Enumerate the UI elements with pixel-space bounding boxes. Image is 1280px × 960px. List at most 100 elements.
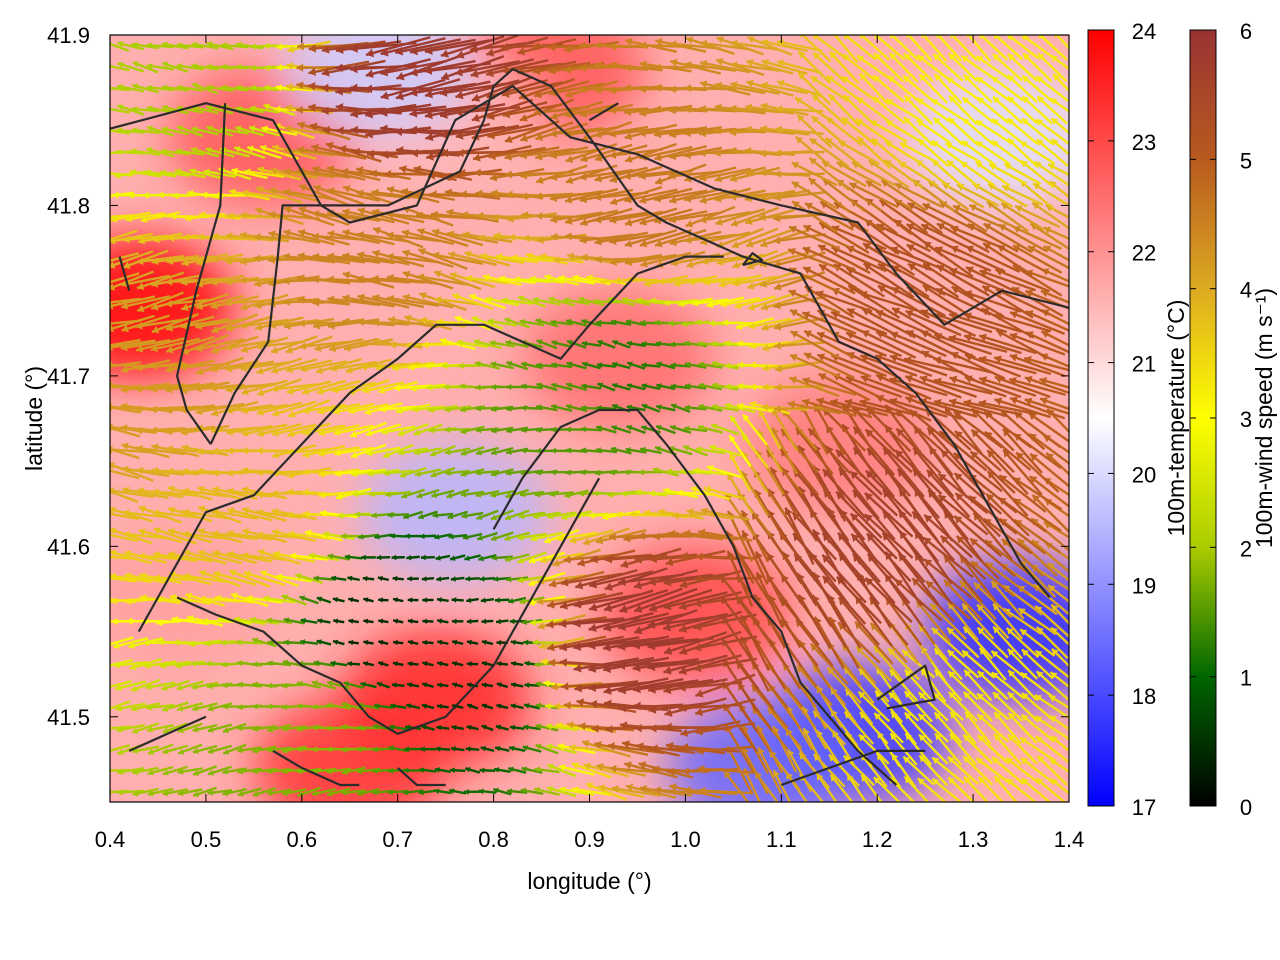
wind-arrow-shaft <box>596 764 647 777</box>
wind-arrow <box>977 734 1009 764</box>
wind-arrow-head <box>290 552 297 560</box>
wind-arrow-head <box>296 746 302 753</box>
wind-arrow-shaft <box>647 678 714 692</box>
wind-arrow <box>508 745 526 753</box>
wind-arrow <box>860 774 883 802</box>
wind-arrow-head <box>667 767 675 776</box>
wind-arrow-head <box>1018 608 1026 616</box>
wind-arrow <box>662 612 728 632</box>
wind-arrow <box>632 679 699 694</box>
wind-arrow-shaft <box>182 532 228 540</box>
wind-arrow-head <box>466 682 472 688</box>
wind-arrow-head <box>1020 737 1028 745</box>
wind-arrow-shaft <box>167 552 213 563</box>
wind-arrow-head <box>493 576 499 582</box>
wind-arrow <box>632 638 700 650</box>
wind-arrow-head <box>237 725 243 732</box>
wind-arrow <box>276 573 312 583</box>
wind-arrow-head <box>237 790 244 797</box>
wind-arrow-head <box>420 554 426 561</box>
wind-arrow-head <box>1036 671 1044 679</box>
wind-arrow <box>233 616 266 626</box>
wind-arrow-shaft <box>663 654 728 674</box>
wind-arrow <box>167 551 213 563</box>
wind-arrow-head <box>223 748 230 755</box>
wind-arrow-head <box>299 595 306 602</box>
wind-arrow-head <box>171 616 178 624</box>
wind-arrow <box>348 597 360 603</box>
wind-arrow-head <box>437 661 443 667</box>
wind-arrow <box>392 639 404 646</box>
wind-arrow-shaft <box>875 667 902 704</box>
wind-arrow-shaft <box>1049 758 1069 774</box>
wind-arrow <box>858 733 890 765</box>
wind-arrow-head <box>420 746 425 752</box>
wind-arrow-head <box>904 712 912 720</box>
wind-arrow <box>420 554 435 561</box>
wind-arrow-shaft <box>855 645 893 682</box>
wind-arrow-shaft <box>168 572 212 586</box>
wind-arrow <box>361 554 376 561</box>
wind-arrow-shaft <box>1007 691 1038 722</box>
wind-arrow-head <box>977 714 985 721</box>
wind-arrow <box>969 537 1017 578</box>
wind-arrow-head <box>451 597 457 603</box>
wind-arrow-head <box>374 533 380 540</box>
wind-arrow-head <box>1047 563 1055 571</box>
wind-arrow-shaft <box>857 690 890 723</box>
wind-arrow-shaft <box>110 574 152 584</box>
wind-arrow-shaft <box>559 591 624 609</box>
wind-arrow <box>829 774 854 802</box>
wind-arrow <box>620 547 682 569</box>
wind-arrow <box>962 691 993 722</box>
wind-arrow <box>451 618 464 625</box>
wind-arrow <box>147 787 174 797</box>
wind-arrow-head <box>609 764 617 773</box>
wind-arrow-head <box>1034 695 1042 702</box>
wind-arrow-head <box>407 639 413 646</box>
wind-arrow-head <box>1006 778 1014 786</box>
wind-arrow <box>112 637 149 649</box>
wind-arrow-head <box>604 582 613 591</box>
wind-arrow-head <box>201 617 208 625</box>
wind-arrow <box>378 618 389 624</box>
wind-arrow-shaft <box>976 603 1010 639</box>
wind-arrow-shaft <box>110 725 131 730</box>
wind-arrow-head <box>252 747 259 754</box>
wind-arrow-shaft <box>696 745 755 753</box>
wind-arrow-head <box>110 403 113 411</box>
wind-arrow <box>332 639 345 646</box>
wind-arrow-shaft <box>678 654 743 674</box>
wind-arrow <box>466 618 479 625</box>
wind-arrow-shaft <box>962 755 994 786</box>
wind-arrow-head <box>537 622 545 630</box>
wind-arrow <box>296 680 322 689</box>
wind-arrow-shaft <box>904 711 933 744</box>
wind-arrow-head <box>617 661 626 670</box>
wind-arrow <box>696 745 755 756</box>
wind-arrow-head <box>647 641 656 651</box>
wind-arrow <box>949 711 977 745</box>
wind-arrow <box>538 636 585 650</box>
wind-arrow <box>931 777 963 802</box>
wind-arrow-head <box>437 618 443 624</box>
wind-arrow-shaft <box>992 625 1023 660</box>
wind-arrow <box>237 681 262 688</box>
wind-arrow <box>117 789 145 796</box>
wind-arrow <box>422 618 434 625</box>
wind-arrow-head <box>341 789 348 796</box>
wind-arrow-head <box>679 580 688 589</box>
wind-arrow-head <box>538 642 546 650</box>
wind-arrow-head <box>577 558 586 567</box>
wind-arrow-shaft <box>918 754 948 787</box>
wind-arrow-head <box>974 582 982 591</box>
wind-arrow-shaft <box>110 550 152 565</box>
wind-arrow-shaft <box>795 618 834 667</box>
wind-arrow-head <box>450 576 456 582</box>
wind-arrow <box>663 591 728 611</box>
wind-arrow-shaft <box>854 620 894 665</box>
wind-arrow <box>976 692 1010 721</box>
wind-arrow <box>171 616 209 626</box>
wind-arrow-head <box>117 768 123 775</box>
wind-arrow <box>281 768 307 775</box>
